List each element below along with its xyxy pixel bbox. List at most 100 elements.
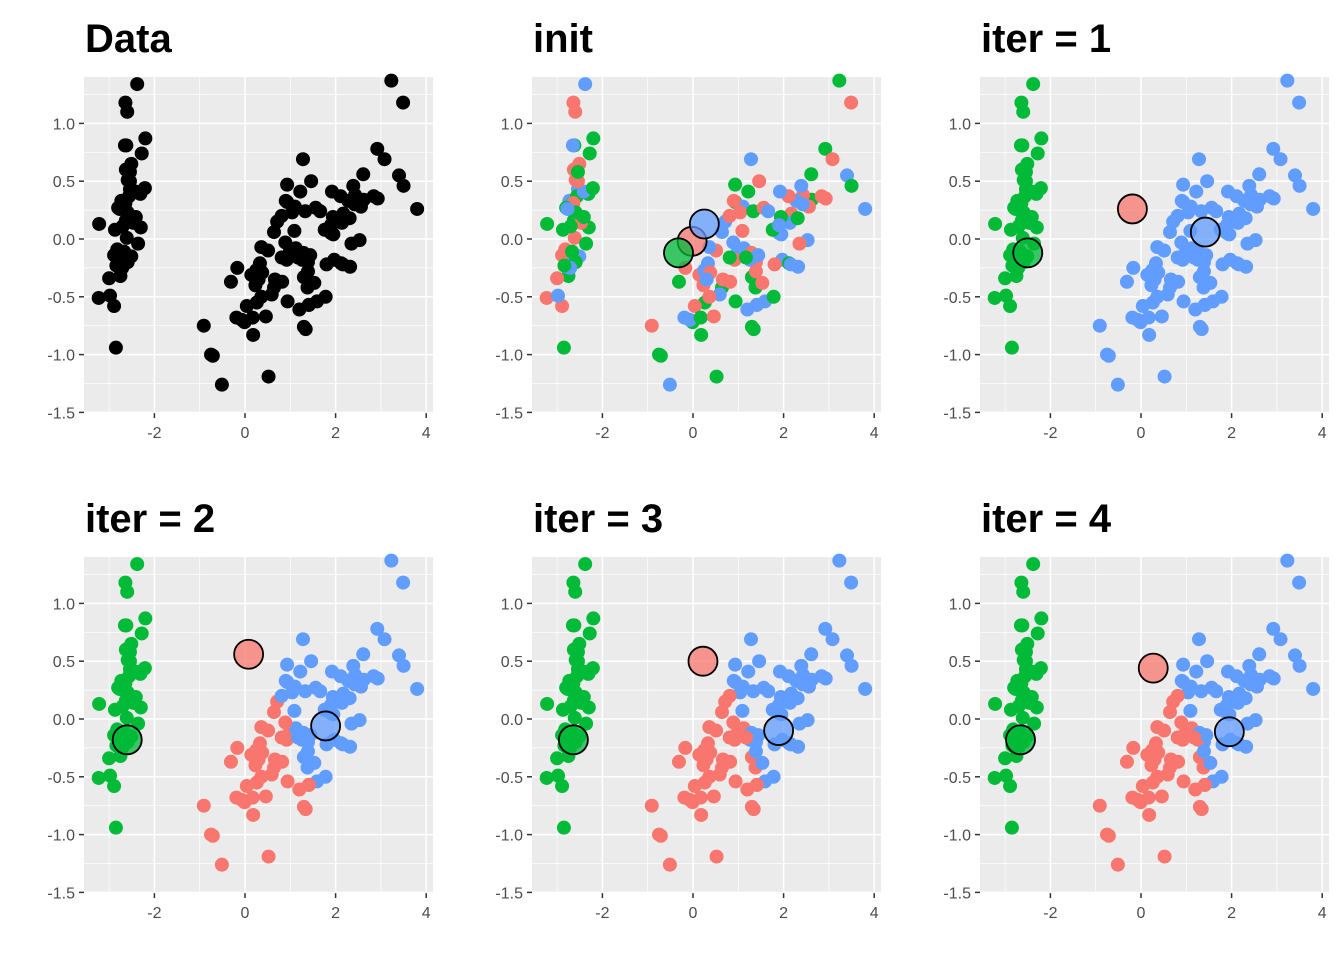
data-point bbox=[1243, 677, 1258, 692]
data-point bbox=[858, 201, 873, 216]
data-point bbox=[1176, 294, 1191, 309]
centroid-marker bbox=[1005, 724, 1036, 756]
data-point bbox=[1008, 681, 1023, 696]
data-point bbox=[122, 644, 137, 659]
data-point bbox=[579, 236, 594, 251]
data-point bbox=[291, 730, 306, 745]
data-point bbox=[999, 768, 1014, 783]
data-point bbox=[278, 715, 293, 730]
data-point bbox=[1135, 299, 1150, 314]
data-point bbox=[1101, 828, 1116, 843]
data-point bbox=[1157, 369, 1172, 384]
data-point bbox=[1240, 236, 1255, 251]
y-tick-label: -0.5 bbox=[495, 770, 523, 787]
data-point bbox=[1030, 626, 1045, 641]
data-point bbox=[1262, 189, 1277, 204]
data-point bbox=[726, 235, 741, 250]
data-point bbox=[988, 216, 1003, 231]
y-tick-label: -1.0 bbox=[495, 828, 523, 845]
centroid-marker bbox=[310, 710, 342, 742]
data-point bbox=[568, 104, 583, 119]
data-point bbox=[1026, 557, 1041, 572]
y-tick-label: 1.0 bbox=[501, 116, 523, 133]
y-tick-label: 0.0 bbox=[949, 712, 971, 729]
data-point bbox=[205, 348, 220, 363]
data-point bbox=[377, 632, 392, 647]
data-point bbox=[1013, 618, 1028, 633]
panel-title: iter = 3 bbox=[533, 497, 663, 541]
panel-3: iter = 2 -2 0 2 4 -1.5 -1.0 -0.5 0.0 0.5 1.0 bbox=[47, 497, 433, 922]
data-point bbox=[370, 141, 385, 156]
data-point bbox=[396, 95, 411, 110]
x-tick-label: 2 bbox=[779, 905, 788, 922]
data-point bbox=[844, 95, 859, 110]
centroid-marker bbox=[1116, 193, 1148, 225]
data-point bbox=[1024, 690, 1039, 705]
data-point bbox=[1174, 715, 1189, 730]
data-point bbox=[792, 716, 807, 731]
data-point bbox=[335, 257, 350, 272]
data-point bbox=[706, 309, 721, 324]
data-point bbox=[644, 318, 659, 333]
data-point bbox=[814, 189, 829, 204]
data-point bbox=[749, 777, 764, 792]
data-point bbox=[1011, 699, 1026, 714]
data-point bbox=[693, 310, 708, 325]
data-point bbox=[1192, 319, 1207, 334]
data-point bbox=[582, 146, 597, 161]
data-point bbox=[814, 669, 829, 684]
data-point bbox=[565, 618, 580, 633]
data-point bbox=[858, 681, 873, 696]
data-point bbox=[722, 730, 737, 745]
data-point bbox=[1157, 849, 1172, 864]
data-point bbox=[214, 857, 229, 872]
data-point bbox=[128, 210, 143, 225]
data-point bbox=[344, 716, 359, 731]
data-point bbox=[223, 754, 238, 769]
data-point bbox=[1142, 327, 1157, 342]
data-point bbox=[748, 264, 763, 279]
data-point bbox=[712, 767, 727, 782]
x-tick-label: 2 bbox=[1227, 905, 1236, 922]
data-point bbox=[728, 657, 743, 672]
data-point bbox=[278, 673, 293, 688]
data-point bbox=[296, 319, 311, 334]
data-point bbox=[293, 184, 308, 199]
data-point bbox=[274, 208, 289, 223]
data-point bbox=[112, 201, 127, 216]
data-point bbox=[794, 658, 809, 673]
data-point bbox=[1220, 184, 1235, 199]
data-point bbox=[1024, 210, 1039, 225]
data-point bbox=[999, 288, 1014, 303]
data-point bbox=[1183, 703, 1198, 718]
data-point bbox=[563, 699, 578, 714]
data-point bbox=[324, 698, 339, 713]
data-point bbox=[728, 774, 743, 789]
y-tick-label: -0.5 bbox=[47, 770, 75, 787]
data-point bbox=[723, 274, 738, 289]
data-point bbox=[726, 715, 741, 730]
data-point bbox=[108, 340, 123, 355]
y-tick-label: 1.0 bbox=[501, 596, 523, 613]
data-point bbox=[1176, 177, 1191, 192]
data-point bbox=[1170, 208, 1185, 223]
data-point bbox=[117, 618, 132, 633]
data-point bbox=[748, 744, 763, 759]
data-point bbox=[576, 690, 591, 705]
data-point bbox=[551, 768, 566, 783]
data-point bbox=[1170, 688, 1185, 703]
data-point bbox=[568, 584, 583, 599]
data-point bbox=[1142, 807, 1157, 822]
data-point bbox=[1196, 744, 1211, 759]
data-point bbox=[1199, 248, 1214, 263]
data-point bbox=[728, 294, 743, 309]
data-point bbox=[1292, 658, 1307, 673]
data-point bbox=[366, 189, 381, 204]
data-point bbox=[567, 710, 582, 725]
panel-1: init -2 0 2 4 -1.5 -1.0 -0.5 0.0 0.5 1.0 bbox=[495, 17, 881, 442]
data-point bbox=[410, 201, 425, 216]
data-point bbox=[570, 644, 585, 659]
data-point bbox=[722, 208, 737, 223]
data-point bbox=[1197, 777, 1212, 792]
data-point bbox=[122, 164, 137, 179]
